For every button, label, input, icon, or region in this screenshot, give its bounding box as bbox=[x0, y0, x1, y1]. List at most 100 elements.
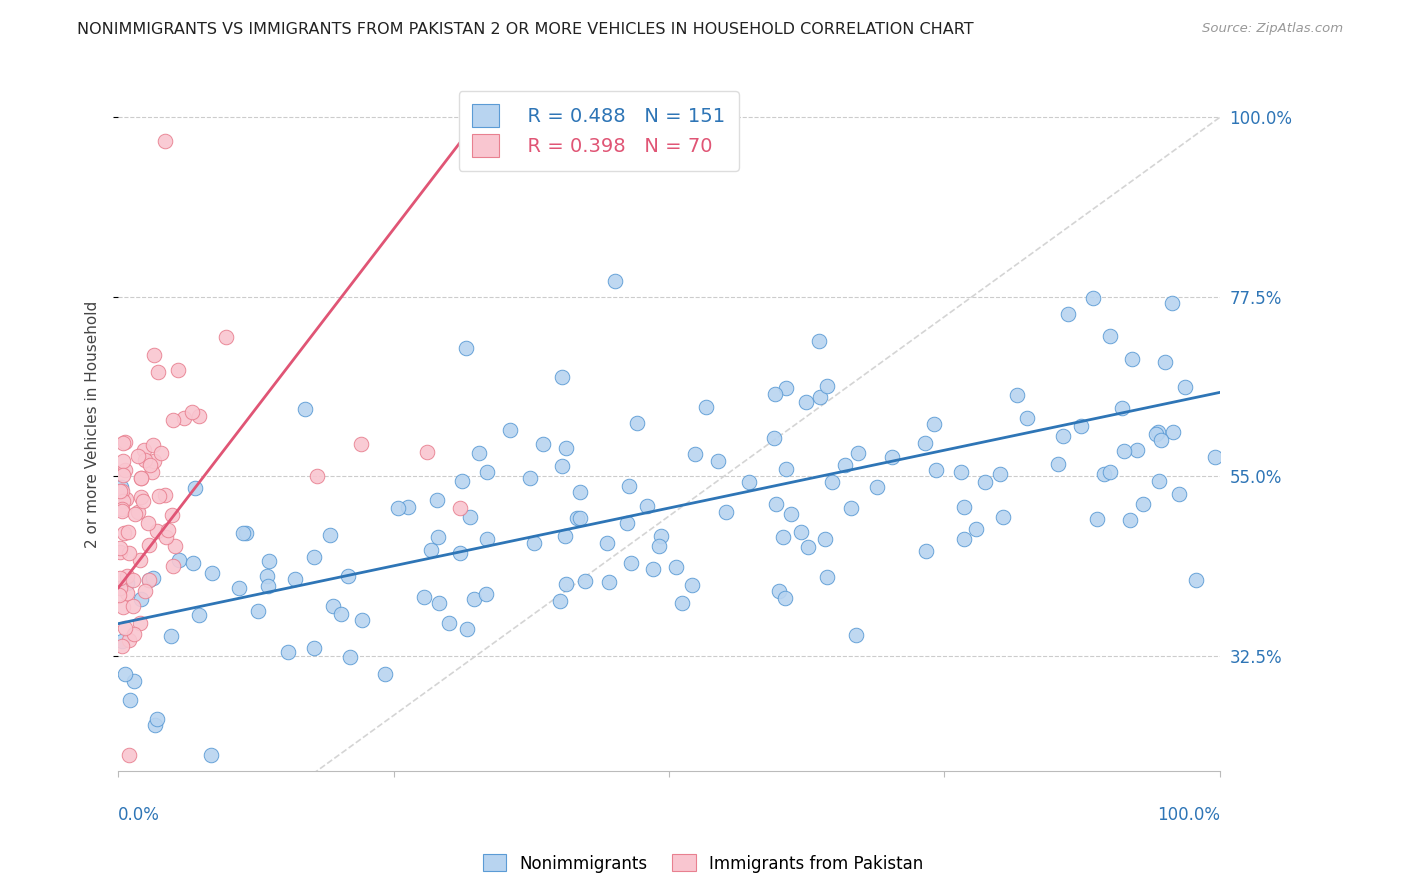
Point bbox=[256, 579, 278, 593]
Point bbox=[475, 532, 498, 546]
Point bbox=[163, 539, 186, 553]
Point bbox=[143, 454, 166, 468]
Point bbox=[200, 566, 222, 581]
Point bbox=[142, 438, 165, 452]
Point bbox=[1057, 307, 1080, 321]
Point bbox=[184, 481, 207, 495]
Point bbox=[953, 532, 976, 546]
Point bbox=[124, 508, 146, 522]
Point bbox=[765, 497, 787, 511]
Point bbox=[1147, 474, 1170, 488]
Point bbox=[598, 574, 620, 589]
Point bbox=[810, 391, 832, 405]
Point bbox=[1099, 329, 1122, 343]
Point bbox=[1052, 429, 1074, 443]
Point bbox=[122, 574, 145, 588]
Legend: Nonimmigrants, Immigrants from Pakistan: Nonimmigrants, Immigrants from Pakistan bbox=[477, 847, 929, 880]
Point bbox=[925, 462, 948, 476]
Point bbox=[1070, 419, 1092, 434]
Point bbox=[142, 571, 165, 585]
Point bbox=[132, 494, 155, 508]
Point bbox=[124, 674, 146, 689]
Point bbox=[128, 553, 150, 567]
Point bbox=[641, 562, 664, 576]
Point bbox=[1098, 465, 1121, 479]
Point bbox=[449, 501, 471, 516]
Point bbox=[569, 484, 592, 499]
Point bbox=[114, 463, 136, 477]
Point bbox=[162, 412, 184, 426]
Point bbox=[350, 613, 373, 627]
Y-axis label: 2 or more Vehicles in Household: 2 or more Vehicles in Household bbox=[86, 301, 100, 548]
Point bbox=[665, 560, 688, 574]
Point bbox=[866, 480, 889, 494]
Point bbox=[426, 531, 449, 545]
Point bbox=[949, 466, 972, 480]
Point bbox=[112, 467, 135, 482]
Point bbox=[138, 573, 160, 587]
Point bbox=[1007, 387, 1029, 401]
Point bbox=[519, 470, 541, 484]
Point bbox=[845, 628, 868, 642]
Legend:   R = 0.488   N = 151,   R = 0.398   N = 70: R = 0.488 N = 151, R = 0.398 N = 70 bbox=[458, 91, 738, 170]
Point bbox=[305, 469, 328, 483]
Point bbox=[555, 441, 578, 455]
Point bbox=[437, 616, 460, 631]
Point bbox=[574, 574, 596, 588]
Point bbox=[965, 522, 987, 536]
Point bbox=[142, 348, 165, 362]
Point bbox=[815, 570, 838, 584]
Point bbox=[108, 571, 131, 585]
Point bbox=[420, 542, 443, 557]
Point bbox=[232, 526, 254, 541]
Point bbox=[127, 505, 149, 519]
Point bbox=[915, 544, 938, 558]
Point bbox=[523, 536, 546, 550]
Point bbox=[821, 475, 844, 490]
Point bbox=[134, 453, 156, 467]
Point bbox=[155, 530, 177, 544]
Point bbox=[117, 569, 139, 583]
Point bbox=[235, 526, 257, 541]
Point bbox=[1125, 442, 1147, 457]
Point bbox=[118, 693, 141, 707]
Point bbox=[839, 500, 862, 515]
Point bbox=[952, 500, 974, 514]
Point bbox=[162, 508, 184, 522]
Point bbox=[215, 330, 238, 344]
Point bbox=[129, 471, 152, 485]
Point bbox=[775, 381, 797, 395]
Point bbox=[132, 442, 155, 457]
Point bbox=[162, 559, 184, 574]
Point bbox=[808, 334, 831, 348]
Point bbox=[1174, 379, 1197, 393]
Point bbox=[167, 553, 190, 567]
Point bbox=[914, 436, 936, 450]
Point bbox=[118, 546, 141, 560]
Point bbox=[117, 525, 139, 540]
Text: NONIMMIGRANTS VS IMMIGRANTS FROM PAKISTAN 2 OR MORE VEHICLES IN HOUSEHOLD CORREL: NONIMMIGRANTS VS IMMIGRANTS FROM PAKISTA… bbox=[77, 22, 974, 37]
Point bbox=[1112, 444, 1135, 458]
Point bbox=[922, 417, 945, 431]
Point bbox=[993, 509, 1015, 524]
Point bbox=[108, 544, 131, 558]
Point bbox=[259, 554, 281, 568]
Point bbox=[548, 593, 571, 607]
Point bbox=[426, 492, 449, 507]
Point bbox=[228, 581, 250, 595]
Point bbox=[396, 500, 419, 515]
Point bbox=[682, 577, 704, 591]
Point bbox=[772, 530, 794, 544]
Point bbox=[416, 445, 439, 459]
Point bbox=[111, 501, 134, 516]
Point bbox=[330, 607, 353, 621]
Point bbox=[277, 645, 299, 659]
Point bbox=[111, 639, 134, 653]
Point bbox=[716, 505, 738, 519]
Point bbox=[463, 591, 485, 606]
Point bbox=[173, 410, 195, 425]
Point bbox=[138, 538, 160, 552]
Point bbox=[648, 539, 671, 553]
Point bbox=[294, 401, 316, 416]
Point bbox=[773, 591, 796, 606]
